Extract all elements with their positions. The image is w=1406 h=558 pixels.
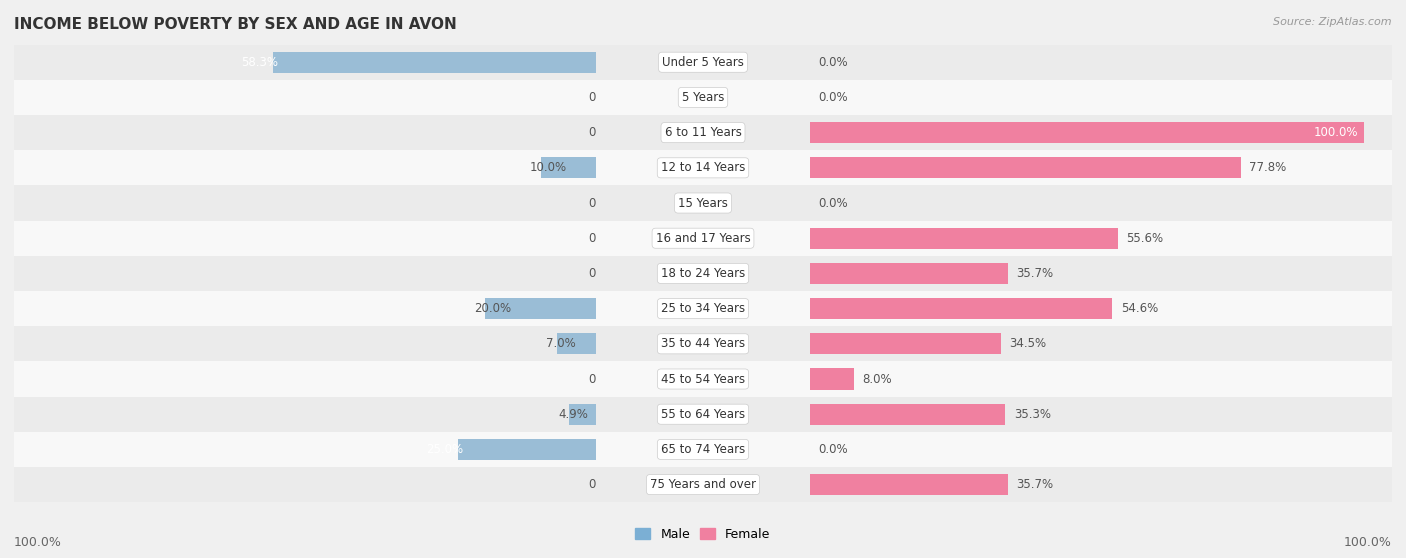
Bar [457, 439, 596, 460]
Text: 0.0%: 0.0% [818, 443, 848, 456]
Text: 54.6%: 54.6% [1121, 302, 1159, 315]
Text: 100.0%: 100.0% [1344, 536, 1392, 549]
Bar [810, 298, 1112, 319]
Bar [0, 150, 1406, 185]
Bar [0, 80, 1406, 115]
Text: 35 to 44 Years: 35 to 44 Years [661, 338, 745, 350]
Text: Under 5 Years: Under 5 Years [662, 56, 744, 69]
Bar [0, 45, 1406, 80]
Bar [0, 45, 1406, 80]
Bar [0, 115, 1406, 150]
Text: 0.0%: 0.0% [588, 478, 617, 491]
Text: 100.0%: 100.0% [1315, 126, 1358, 139]
Bar [0, 432, 1406, 467]
Bar [0, 326, 1406, 362]
Bar [0, 467, 1406, 502]
Bar [0, 185, 1406, 220]
Text: 20.0%: 20.0% [474, 302, 512, 315]
Bar [0, 326, 1406, 362]
Text: 35.7%: 35.7% [1017, 478, 1053, 491]
Bar [0, 326, 1406, 362]
Bar [0, 220, 1406, 256]
Text: 5 Years: 5 Years [682, 91, 724, 104]
Text: 0.0%: 0.0% [588, 267, 617, 280]
Text: 25.0%: 25.0% [426, 443, 463, 456]
Text: 45 to 54 Years: 45 to 54 Years [661, 373, 745, 386]
Bar [541, 157, 596, 179]
Bar [0, 256, 1406, 291]
Bar [569, 403, 596, 425]
Bar [0, 256, 1406, 291]
Text: 0.0%: 0.0% [818, 91, 848, 104]
Bar [0, 115, 1406, 150]
Text: 16 and 17 Years: 16 and 17 Years [655, 232, 751, 245]
Bar [0, 362, 1406, 397]
Text: 55 to 64 Years: 55 to 64 Years [661, 408, 745, 421]
Bar [485, 298, 596, 319]
Bar [557, 333, 596, 354]
Text: 0.0%: 0.0% [588, 126, 617, 139]
Bar [810, 228, 1118, 249]
Bar [810, 122, 1364, 143]
Bar [0, 220, 1406, 256]
Text: 55.6%: 55.6% [1126, 232, 1164, 245]
Bar [0, 397, 1406, 432]
Bar [0, 467, 1406, 502]
Text: Source: ZipAtlas.com: Source: ZipAtlas.com [1274, 17, 1392, 27]
Text: 75 Years and over: 75 Years and over [650, 478, 756, 491]
Bar [0, 185, 1406, 220]
Text: 0.0%: 0.0% [818, 56, 848, 69]
Bar [0, 432, 1406, 467]
Bar [810, 403, 1005, 425]
Text: 34.5%: 34.5% [1010, 338, 1046, 350]
Text: INCOME BELOW POVERTY BY SEX AND AGE IN AVON: INCOME BELOW POVERTY BY SEX AND AGE IN A… [14, 17, 457, 32]
Bar [810, 263, 1008, 284]
Text: 10.0%: 10.0% [530, 161, 567, 174]
Text: 12 to 14 Years: 12 to 14 Years [661, 161, 745, 174]
Text: 35.7%: 35.7% [1017, 267, 1053, 280]
Bar [0, 150, 1406, 185]
Bar [810, 333, 1001, 354]
Text: 77.8%: 77.8% [1250, 161, 1286, 174]
Text: 6 to 11 Years: 6 to 11 Years [665, 126, 741, 139]
Text: 7.0%: 7.0% [547, 338, 576, 350]
Text: 0.0%: 0.0% [588, 232, 617, 245]
Bar [0, 256, 1406, 291]
Text: 65 to 74 Years: 65 to 74 Years [661, 443, 745, 456]
Bar [0, 220, 1406, 256]
Text: 8.0%: 8.0% [862, 373, 891, 386]
Text: 0.0%: 0.0% [588, 91, 617, 104]
Bar [0, 362, 1406, 397]
Bar [810, 368, 853, 389]
Bar [810, 474, 1008, 495]
Bar [0, 80, 1406, 115]
Bar [0, 291, 1406, 326]
Bar [0, 185, 1406, 220]
Bar [0, 291, 1406, 326]
Text: 25 to 34 Years: 25 to 34 Years [661, 302, 745, 315]
Bar [0, 397, 1406, 432]
Bar [0, 115, 1406, 150]
Text: 35.3%: 35.3% [1014, 408, 1050, 421]
Bar [273, 52, 596, 73]
Bar [0, 397, 1406, 432]
Bar [0, 291, 1406, 326]
Text: 0.0%: 0.0% [818, 196, 848, 209]
Bar [0, 432, 1406, 467]
Bar [0, 45, 1406, 80]
Bar [0, 362, 1406, 397]
Text: 100.0%: 100.0% [14, 536, 62, 549]
Bar [0, 467, 1406, 502]
Text: 4.9%: 4.9% [558, 408, 588, 421]
Bar [810, 157, 1241, 179]
Legend: Male, Female: Male, Female [630, 523, 776, 546]
Bar [0, 80, 1406, 115]
Text: 0.0%: 0.0% [588, 196, 617, 209]
Text: 0.0%: 0.0% [588, 373, 617, 386]
Text: 58.3%: 58.3% [242, 56, 278, 69]
Text: 18 to 24 Years: 18 to 24 Years [661, 267, 745, 280]
Text: 15 Years: 15 Years [678, 196, 728, 209]
Bar [0, 150, 1406, 185]
